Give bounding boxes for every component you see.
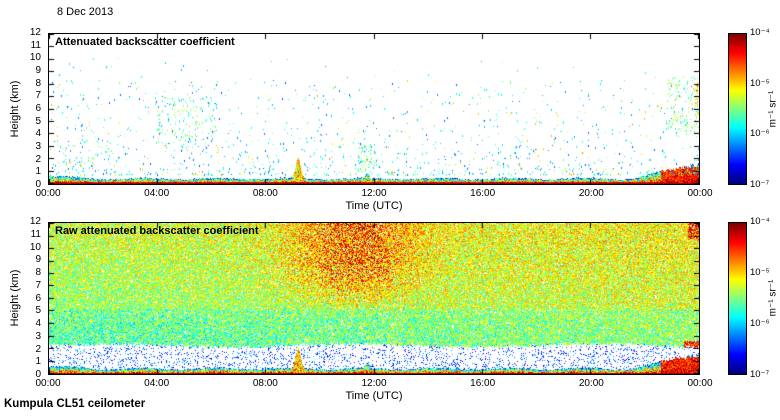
y-tick-label: 9 <box>35 255 41 265</box>
y-tick-label: 2 <box>35 155 41 165</box>
y-tick-label: 2 <box>35 345 41 355</box>
y-tick-label: 7 <box>35 91 41 101</box>
colorbar-tick-label: 10⁻⁶ <box>750 129 770 139</box>
y-tick-label: 11 <box>31 230 41 240</box>
colorbar-gradient-canvas <box>729 34 746 184</box>
colorbar-attenuated <box>728 33 747 185</box>
x-axis-label: Time (UTC) <box>48 200 700 212</box>
colorbar-raw <box>728 222 747 375</box>
y-tick-label: 0 <box>35 180 41 190</box>
y-tick-label: 6 <box>35 104 41 114</box>
y-tick-label: 1 <box>35 167 41 177</box>
y-tick-label: 12 <box>30 217 41 227</box>
x-axis-tick-labels: 00:00 04:00 08:00 12:00 16:00 20:00 00:00 <box>48 188 700 200</box>
y-tick-label: 3 <box>35 142 41 152</box>
y-axis-tick-labels: 0 1 2 3 4 5 6 7 8 9 10 11 12 <box>26 33 44 185</box>
colorbar-unit-label: m⁻¹ sr⁻¹ <box>768 91 779 128</box>
panel-attenuated-backscatter: Height (km) 0 1 2 3 4 5 6 7 8 9 10 11 12 Attenuated … <box>0 0 780 420</box>
x-tick-label: 12:00 <box>361 188 386 199</box>
heatmap-canvas-attenuated <box>49 34 699 184</box>
colorbar-tick-label: 10⁻⁴ <box>750 28 770 38</box>
x-tick-label: 00:00 <box>687 378 712 389</box>
y-tick-label: 9 <box>35 66 41 76</box>
colorbar-gradient-canvas <box>729 223 746 374</box>
y-tick-label: 4 <box>35 129 41 139</box>
colorbar-tick-label: 10⁻⁵ <box>750 268 770 278</box>
y-tick-label: 8 <box>35 268 41 278</box>
y-tick-label: 11 <box>31 41 41 51</box>
figure-date: 8 Dec 2013 <box>57 6 113 18</box>
plot-title-raw: Raw attenuated backscatter coefficient <box>55 225 259 237</box>
x-tick-label: 04:00 <box>144 378 169 389</box>
y-tick-label: 3 <box>35 332 41 342</box>
x-tick-label: 00:00 <box>35 378 60 389</box>
y-axis-label: Height (km) <box>9 81 21 138</box>
x-tick-label: 16:00 <box>470 378 495 389</box>
y-tick-label: 4 <box>35 319 41 329</box>
heatmap-canvas-raw <box>49 223 699 374</box>
y-tick-label: 6 <box>35 294 41 304</box>
ceilometer-figure: 8 Dec 2013 Height (km) 0 1 2 3 4 5 6 7 8 9 10 11 12 … <box>0 0 780 420</box>
x-tick-label: 16:00 <box>470 188 495 199</box>
x-tick-label: 00:00 <box>687 188 712 199</box>
y-tick-label: 5 <box>35 306 41 316</box>
colorbar-tick-label: 10⁻⁷ <box>750 180 769 190</box>
x-tick-label: 00:00 <box>35 188 60 199</box>
y-tick-label: 5 <box>35 117 41 127</box>
y-tick-label: 1 <box>35 357 41 367</box>
x-axis-label: Time (UTC) <box>48 390 700 402</box>
colorbar-tick-label: 10⁻⁵ <box>750 79 770 89</box>
colorbar-tick-label: 10⁻⁴ <box>750 217 770 227</box>
colorbar-tick-label: 10⁻⁷ <box>750 370 769 380</box>
plot-area-attenuated: Attenuated backscatter coefficient <box>48 33 700 185</box>
x-tick-label: 12:00 <box>361 378 386 389</box>
x-axis-tick-labels: 00:00 04:00 08:00 12:00 16:00 20:00 00:00 <box>48 378 700 390</box>
colorbar-tick-labels: 10⁻⁴ 10⁻⁵ 10⁻⁶ 10⁻⁷ <box>750 222 778 375</box>
x-tick-label: 08:00 <box>253 188 278 199</box>
y-axis-tick-labels: 0 1 2 3 4 5 6 7 8 9 10 11 12 <box>26 222 44 375</box>
y-axis-label: Height (km) <box>9 270 21 327</box>
instrument-label: Kumpula CL51 ceilometer <box>4 398 145 410</box>
y-tick-label: 10 <box>30 53 41 63</box>
colorbar-unit-label: m⁻¹ sr⁻¹ <box>768 280 779 317</box>
y-tick-label: 10 <box>30 243 41 253</box>
plot-area-raw: Raw attenuated backscatter coefficient <box>48 222 700 375</box>
colorbar-tick-labels: 10⁻⁴ 10⁻⁵ 10⁻⁶ 10⁻⁷ <box>750 33 778 185</box>
x-tick-label: 08:00 <box>253 378 278 389</box>
x-tick-label: 20:00 <box>579 378 604 389</box>
y-tick-label: 8 <box>35 79 41 89</box>
x-tick-label: 20:00 <box>579 188 604 199</box>
y-tick-label: 0 <box>35 370 41 380</box>
panel-raw-backscatter: Height (km) 0 1 2 3 4 5 6 7 8 9 10 11 12 Raw attenua… <box>0 0 780 420</box>
y-tick-label: 12 <box>30 28 41 38</box>
x-tick-label: 04:00 <box>144 188 169 199</box>
colorbar-tick-label: 10⁻⁶ <box>750 319 770 329</box>
plot-title-attenuated: Attenuated backscatter coefficient <box>55 36 235 48</box>
y-tick-label: 7 <box>35 281 41 291</box>
